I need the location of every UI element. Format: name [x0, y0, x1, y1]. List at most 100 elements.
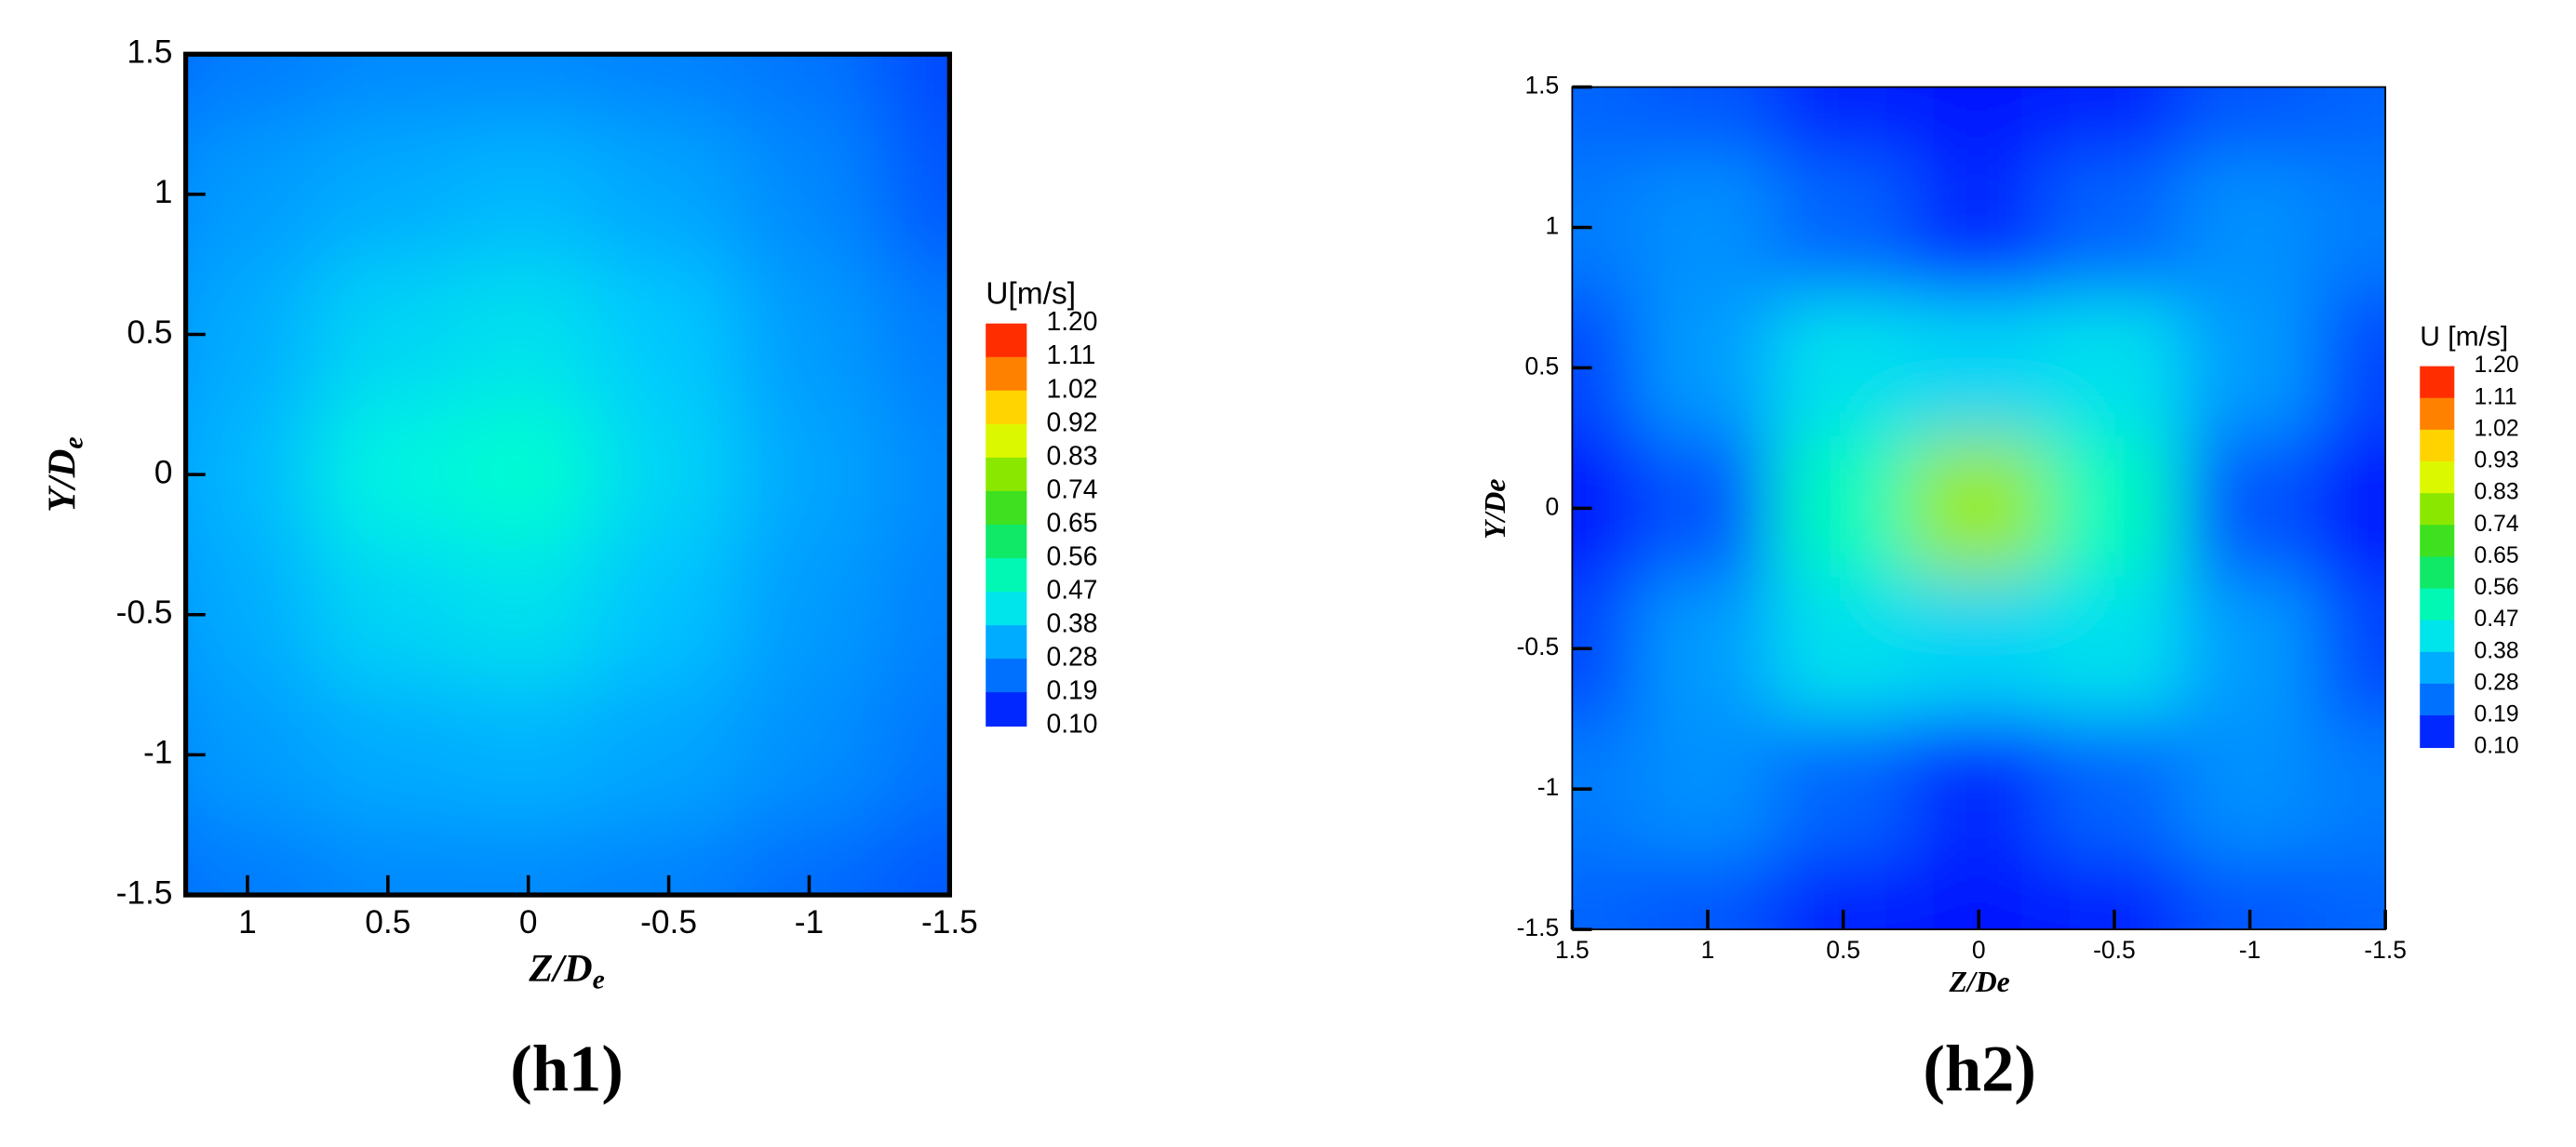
heat-cell	[1909, 436, 2048, 580]
heat-cell	[185, 683, 320, 827]
heat-cell	[878, 403, 950, 547]
heat-cell	[2315, 857, 2386, 930]
colorbar-label: 1.02	[1047, 373, 1098, 403]
heat-cell	[878, 822, 950, 896]
field-cells	[1572, 87, 2386, 930]
colorbar-label: 1.11	[2474, 384, 2516, 409]
colorbar-band	[986, 558, 1027, 593]
colorbar-label: 1.02	[2474, 416, 2518, 441]
heat-cell	[2045, 296, 2184, 440]
y-tick-label: 1.5	[1524, 72, 1559, 100]
x-tick-label: 0	[519, 904, 538, 940]
colorbar-label: 0.10	[1047, 709, 1098, 739]
heat-cell	[597, 542, 741, 687]
x-tick-label: -1.5	[921, 904, 978, 940]
colorbar-label: 1.11	[1047, 340, 1096, 369]
heat-cell	[1774, 436, 1913, 580]
heat-cell	[1909, 296, 2048, 440]
caption: (h1)	[510, 1033, 624, 1105]
colorbar-band	[2420, 397, 2455, 431]
heat-cell	[2045, 857, 2184, 930]
heat-cell	[737, 403, 881, 547]
y-tick-label: 0	[154, 454, 173, 490]
heat-cell	[2045, 577, 2184, 721]
heat-cell	[1774, 577, 1913, 721]
colorbar-band	[2420, 493, 2455, 527]
heat-cell	[0, 123, 179, 266]
heat-cell	[2180, 716, 2320, 861]
heat-cell	[1572, 577, 1642, 721]
field	[0, 54, 950, 896]
heat-cell	[2315, 296, 2386, 440]
colorbar-band	[2420, 620, 2455, 653]
colorbar-label: 1.20	[1047, 306, 1098, 336]
heat-cell	[185, 262, 320, 407]
y-tick-label: 1	[154, 174, 173, 210]
colorbar-title: U[m/s]	[986, 277, 1076, 312]
heat-cell	[185, 54, 320, 127]
heat-cell	[1774, 716, 1913, 861]
field-cells	[0, 54, 950, 896]
colorbar-label: 0.47	[1047, 575, 1098, 605]
heat-cell	[1572, 716, 1642, 861]
heat-cell	[737, 54, 881, 127]
heat-cell	[1909, 87, 2048, 159]
heat-cell	[737, 262, 881, 407]
heat-cell	[1638, 716, 1778, 861]
colorbar-band	[986, 659, 1027, 694]
y-tick-label: 1	[1546, 211, 1560, 239]
y-axis-label-main: Y/D	[40, 449, 84, 513]
heat-cell	[2180, 87, 2320, 159]
colorbar-band	[986, 524, 1027, 559]
colorbar-label: 0.74	[2474, 512, 2518, 537]
heat-cell	[1774, 857, 1913, 930]
colorbar-label: 0.83	[2474, 480, 2518, 505]
heat-cell	[185, 122, 320, 266]
colorbar-band	[2420, 715, 2455, 749]
heat-cell	[737, 822, 881, 896]
x-tick-label: -0.5	[640, 904, 697, 940]
heat-cell	[315, 403, 461, 547]
heat-cell	[1774, 87, 1913, 159]
colorbar-band	[986, 390, 1027, 425]
heat-cell	[185, 403, 320, 547]
heat-cell	[2045, 155, 2184, 300]
heat-cell	[1909, 155, 2048, 300]
x-axis-label: Z/De	[1949, 966, 2010, 998]
heat-cell	[2315, 577, 2386, 721]
x-tick-label: -1.5	[2364, 936, 2407, 964]
heat-cell	[1638, 296, 1778, 440]
heat-cell	[185, 822, 320, 896]
heat-cell	[597, 122, 741, 266]
heat-cell	[1909, 577, 2048, 721]
colorbar-label: 1.20	[2474, 353, 2518, 378]
x-axis-label-main: Z/De	[1949, 966, 2010, 998]
heat-cell	[1638, 155, 1778, 300]
y-axis-label-sub: e	[59, 436, 88, 448]
x-tick-label: 0.5	[365, 904, 410, 940]
y-tick-label: 0.5	[127, 314, 172, 351]
heat-cell	[597, 54, 741, 127]
colorbar-label: 0.47	[2474, 607, 2518, 632]
colorbar-label: 0.74	[1047, 473, 1098, 503]
heat-cell	[315, 683, 461, 827]
colorbar-label: 0.93	[2474, 448, 2518, 473]
x-tick-label: -1	[795, 904, 824, 940]
colorbar-label: 0.19	[2474, 702, 2518, 727]
field	[1572, 87, 2386, 930]
colorbar-band	[2420, 683, 2455, 716]
colorbar-label: 0.19	[1047, 675, 1098, 705]
colorbar-band	[2420, 556, 2455, 590]
x-tick-label: 1	[238, 904, 257, 940]
heat-cell	[597, 683, 741, 827]
colorbar-label: 0.65	[1047, 507, 1098, 537]
colorbar-band	[2420, 525, 2455, 558]
colorbar-label: 0.28	[2474, 670, 2518, 695]
heat-cell	[456, 683, 600, 827]
colorbar-band	[986, 323, 1027, 358]
colorbar-band	[986, 356, 1027, 392]
heat-cell	[2045, 436, 2184, 580]
x-axis-label-main: Z/D	[528, 947, 592, 991]
